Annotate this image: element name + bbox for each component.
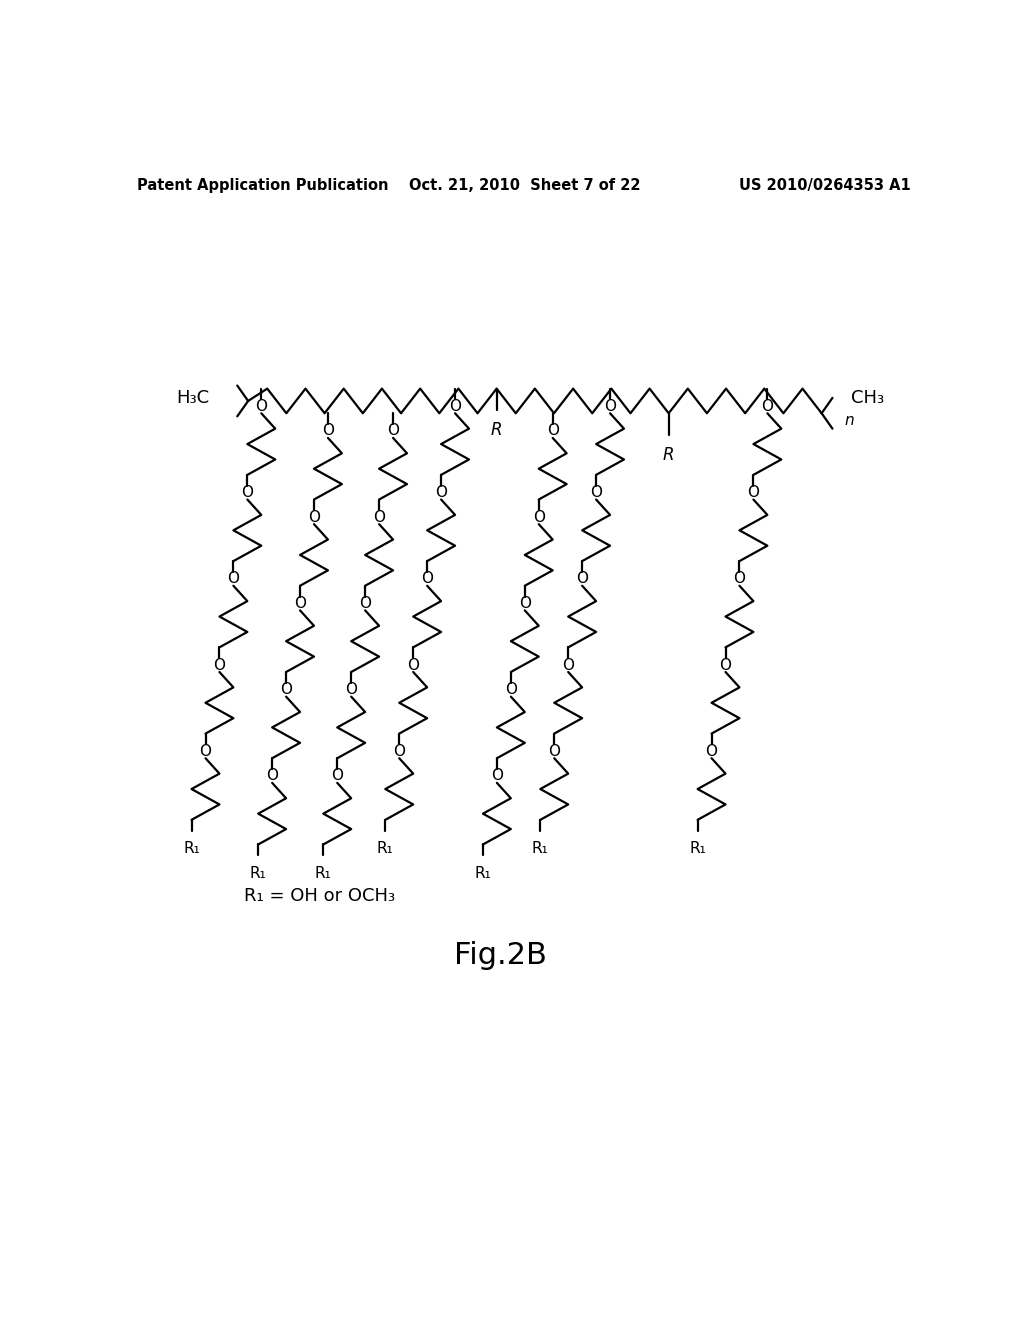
Text: O: O [387,424,399,438]
Text: O: O [408,657,419,673]
Text: O: O [490,768,503,784]
Text: Fig.2B: Fig.2B [454,941,547,970]
Text: O: O [519,595,530,611]
Text: O: O [505,682,517,697]
Text: O: O [255,399,267,414]
Text: R₁: R₁ [474,866,492,880]
Text: O: O [748,484,760,500]
Text: CH₃: CH₃ [851,389,884,407]
Text: O: O [762,399,773,414]
Text: R₁: R₁ [377,841,393,857]
Text: R₁: R₁ [531,841,549,857]
Text: R₁: R₁ [250,866,266,880]
Text: O: O [547,424,559,438]
Text: R: R [663,446,675,463]
Text: O: O [308,510,319,525]
Text: O: O [450,399,461,414]
Text: O: O [532,510,545,525]
Text: O: O [359,595,371,611]
Text: O: O [322,424,334,438]
Text: O: O [706,743,718,759]
Text: O: O [345,682,357,697]
Text: O: O [421,572,433,586]
Text: R: R [490,421,503,440]
Text: O: O [733,572,745,586]
Text: O: O [435,484,447,500]
Text: O: O [200,743,212,759]
Text: R₁: R₁ [315,866,332,880]
Text: O: O [373,510,385,525]
Text: O: O [213,657,225,673]
Text: Patent Application Publication: Patent Application Publication [137,178,389,193]
Text: O: O [590,484,602,500]
Text: O: O [548,743,560,759]
Text: O: O [281,682,292,697]
Text: O: O [294,595,306,611]
Text: O: O [242,484,253,500]
Text: O: O [266,768,279,784]
Text: O: O [562,657,574,673]
Text: US 2010/0264353 A1: US 2010/0264353 A1 [739,178,910,193]
Text: O: O [720,657,731,673]
Text: O: O [577,572,588,586]
Text: H₃C: H₃C [176,389,209,407]
Text: O: O [227,572,240,586]
Text: O: O [331,768,343,784]
Text: O: O [604,399,616,414]
Text: R₁ = OH or OCH₃: R₁ = OH or OCH₃ [245,887,395,906]
Text: n: n [845,413,854,428]
Text: R₁: R₁ [183,841,200,857]
Text: O: O [393,743,406,759]
Text: Oct. 21, 2010  Sheet 7 of 22: Oct. 21, 2010 Sheet 7 of 22 [409,178,641,193]
Text: R₁: R₁ [689,841,706,857]
